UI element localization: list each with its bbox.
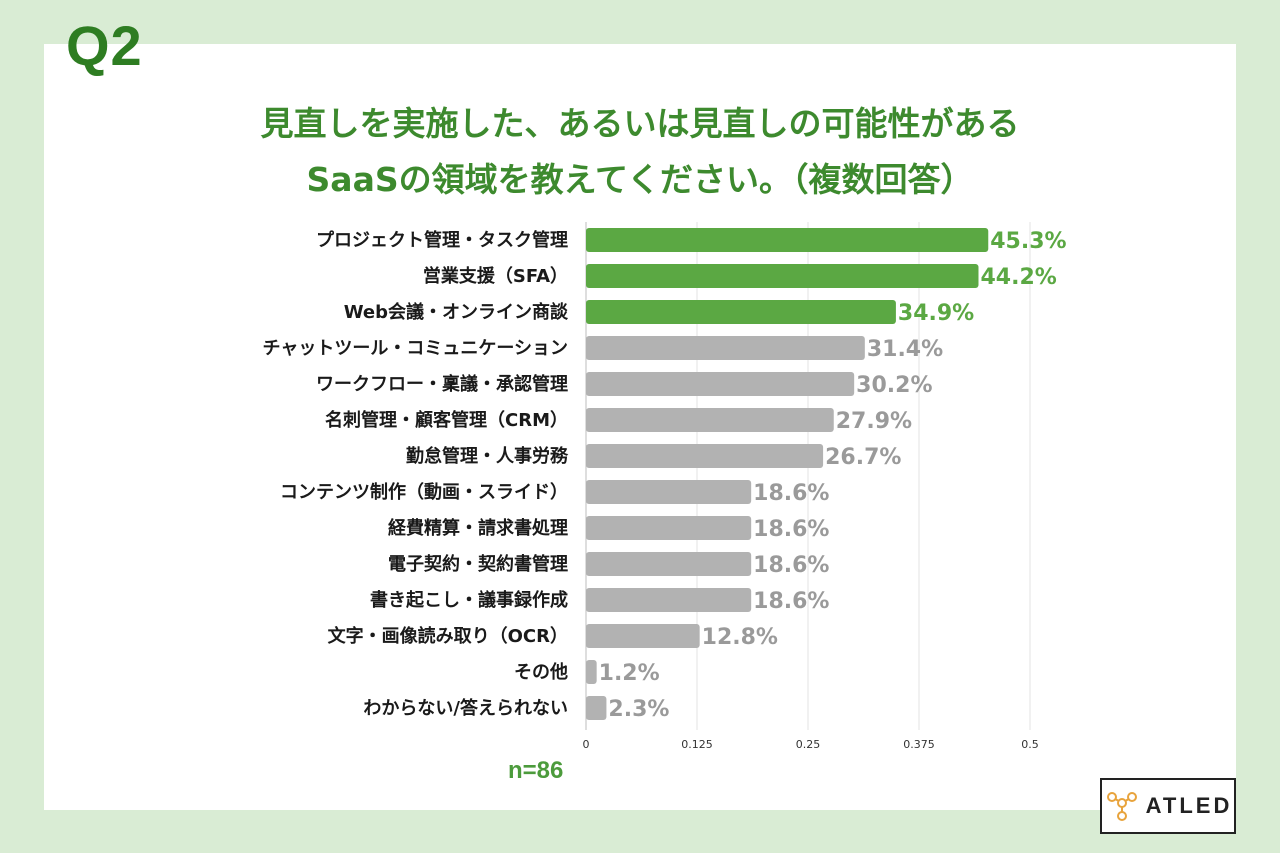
value-label: 2.3% [608, 697, 669, 722]
value-label: 27.9% [836, 409, 912, 434]
category-label: 書き起こし・議事録作成 [370, 589, 568, 611]
bar [586, 372, 855, 396]
category-label: ワークフロー・稟議・承認管理 [316, 373, 568, 395]
value-label: 18.6% [753, 481, 829, 506]
x-tick-label: 0.25 [796, 738, 821, 751]
category-label: 経費精算・請求書処理 [388, 517, 568, 539]
category-label: わからない/答えられない [363, 697, 568, 719]
atled-logo-icon [1106, 792, 1137, 821]
chart-title-line-2: SaaSの領域を教えてください。（複数回答） [306, 160, 974, 199]
category-label: 勤怠管理・人事労務 [406, 445, 569, 467]
value-label: 45.3% [990, 229, 1066, 254]
category-label: 名刺管理・顧客管理（CRM） [325, 409, 568, 431]
x-tick-label: 0.5 [1021, 738, 1039, 751]
value-label: 34.9% [898, 301, 974, 326]
category-label: コンテンツ制作（動画・スライド） [280, 481, 568, 503]
category-label: プロジェクト管理・タスク管理 [316, 229, 568, 251]
category-label: 文字・画像読み取り（OCR） [328, 625, 568, 647]
value-label: 1.2% [599, 661, 660, 686]
bar [586, 228, 989, 252]
x-tick-label: 0.125 [681, 738, 713, 751]
bar [586, 552, 752, 576]
value-label: 44.2% [980, 265, 1056, 290]
x-tick-label: 0.375 [903, 738, 935, 751]
category-label: チャットツール・コミュニケーション [263, 338, 568, 359]
bar [586, 300, 896, 324]
bar [586, 336, 865, 360]
category-label: その他 [514, 661, 568, 683]
value-label: 12.8% [702, 625, 778, 650]
value-label: 18.6% [753, 589, 829, 614]
chart-title: 見直しを実施した、あるいは見直しの可能性がある SaaSの領域を教えてください。… [120, 96, 1160, 208]
category-label: 電子契約・契約書管理 [388, 553, 568, 575]
bar [586, 408, 834, 432]
atled-logo-text: ATLED [1145, 793, 1233, 818]
bar [586, 696, 607, 720]
bar [586, 660, 597, 684]
value-label: 26.7% [825, 445, 901, 470]
question-label: Q2 [66, 14, 143, 77]
value-label: 31.4% [867, 337, 943, 362]
atled-logo: ATLED [1100, 778, 1236, 834]
sample-size: n=86 [508, 757, 564, 784]
bar [586, 624, 700, 648]
bar [586, 480, 752, 504]
bar [586, 516, 752, 540]
bar [586, 444, 824, 468]
bar [586, 264, 979, 288]
chart-title-line-1: 見直しを実施した、あるいは見直しの可能性がある [260, 104, 1020, 143]
value-label: 30.2% [856, 373, 932, 398]
x-tick-label: 0 [583, 738, 590, 751]
category-label: Web会議・オンライン商談 [344, 301, 569, 323]
value-label: 18.6% [753, 517, 829, 542]
category-label: 営業支援（SFA） [423, 265, 568, 287]
bar [586, 588, 752, 612]
value-label: 18.6% [753, 553, 829, 578]
